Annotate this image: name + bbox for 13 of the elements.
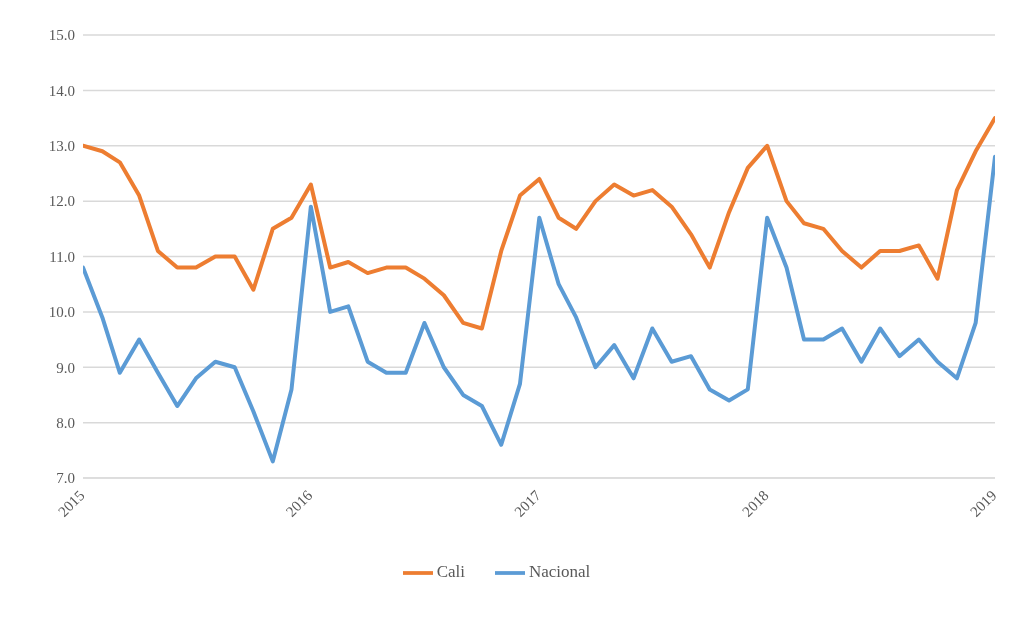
line-series (83, 154, 995, 464)
y-tick-label: 8.0 (56, 414, 75, 431)
y-tick-label: 10.0 (48, 304, 75, 321)
y-tick-label: 12.0 (48, 193, 75, 210)
legend-label: Cali (436, 561, 465, 581)
y-tick-label: 14.0 (48, 82, 75, 99)
y-tick-label: 7.0 (56, 470, 75, 487)
y-tick-label: 11.0 (49, 248, 75, 265)
line-series (83, 116, 995, 331)
y-tick-label: 9.0 (56, 359, 75, 376)
y-tick-label: 13.0 (48, 138, 75, 155)
y-tick-label: 15.0 (48, 27, 75, 44)
legend-label: Nacional (528, 561, 591, 581)
